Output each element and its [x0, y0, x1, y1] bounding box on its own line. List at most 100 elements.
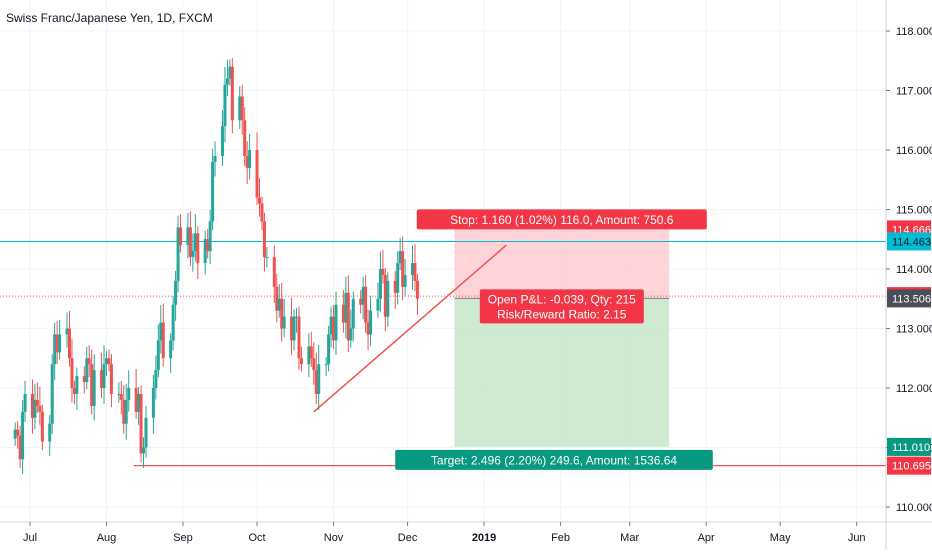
price-label[interactable]: 114.463	[887, 232, 931, 251]
candle	[248, 133, 252, 180]
candle	[260, 196, 264, 231]
candle-body	[33, 399, 37, 418]
candle	[171, 296, 175, 351]
candle-body	[100, 370, 104, 388]
candle-body	[82, 376, 86, 383]
candle	[403, 258, 407, 296]
candle-body	[265, 257, 269, 259]
target-label[interactable]: Target: 2.496 (2.20%) 249.6, Amount: 153…	[395, 449, 713, 470]
stop-loss-zone[interactable]	[454, 229, 670, 299]
target-label-text: Target: 2.496 (2.20%) 249.6, Amount: 153…	[431, 453, 677, 467]
candle	[398, 238, 402, 271]
candle-body	[282, 316, 286, 329]
candle	[58, 319, 62, 360]
y-tick-label: 110.000	[896, 502, 932, 514]
candle-body	[211, 161, 215, 222]
candle-body	[228, 66, 232, 79]
candle	[38, 386, 42, 425]
stop-label[interactable]: Stop: 1.160 (1.02%) 116.0, Amount: 750.6	[416, 209, 707, 230]
candle	[33, 383, 37, 430]
risk-reward-text: Risk/Reward Ratio: 2.15	[497, 307, 627, 321]
candle	[327, 325, 331, 372]
candle-body	[142, 447, 146, 454]
candle-body	[21, 411, 25, 460]
candle	[109, 354, 113, 408]
candle	[364, 275, 368, 333]
price-label[interactable]: 113.506	[887, 289, 931, 308]
candle	[193, 214, 197, 262]
candle-body	[119, 393, 123, 400]
candle	[151, 374, 155, 434]
candle-body	[213, 155, 217, 162]
y-tick-label: 117.000	[896, 86, 932, 98]
candle-body	[40, 411, 44, 442]
trendline[interactable]	[313, 244, 507, 413]
candle	[191, 233, 195, 272]
candle	[161, 303, 165, 367]
candle	[21, 400, 25, 474]
candle	[156, 324, 160, 378]
candle-body	[260, 203, 264, 222]
price-label-text: 111.010	[892, 442, 930, 454]
candle	[309, 331, 313, 367]
candle	[40, 404, 44, 451]
candle	[213, 141, 217, 177]
candle-body	[317, 364, 321, 394]
candle	[349, 309, 353, 348]
candle	[383, 267, 387, 332]
candle	[159, 304, 163, 354]
price-label[interactable]: 110.695	[887, 456, 931, 475]
y-tick-label: 114.000	[896, 264, 932, 276]
candle-body	[50, 364, 54, 424]
candle-body	[30, 393, 34, 418]
candle-body	[393, 280, 397, 293]
candle	[341, 290, 345, 333]
candle	[55, 321, 59, 364]
candle	[295, 307, 299, 333]
x-tick-label: Nov	[324, 532, 344, 544]
candle-body	[309, 346, 313, 359]
candle	[314, 352, 318, 405]
candle	[188, 211, 192, 266]
candle	[206, 229, 210, 259]
candle	[245, 141, 249, 184]
candle-body	[105, 358, 108, 365]
candle	[359, 290, 363, 314]
candle-body	[243, 120, 247, 156]
candle-body	[411, 263, 414, 275]
candle	[92, 354, 96, 421]
x-tick-label: Mar	[620, 532, 639, 544]
candle-body	[230, 66, 234, 121]
candle	[240, 84, 244, 135]
candle	[139, 385, 143, 463]
candle	[67, 310, 71, 367]
candle	[50, 354, 54, 434]
candle	[272, 245, 276, 303]
price-label-text: 113.506	[892, 293, 931, 305]
price-label-bg	[887, 456, 931, 475]
candle	[82, 365, 86, 394]
trendline-layer[interactable]	[313, 244, 507, 413]
candle	[386, 272, 390, 327]
candle	[107, 349, 111, 372]
position-labels: Stop: 1.160 (1.02%) 116.0, Amount: 750.6…	[395, 209, 713, 470]
candle	[277, 284, 281, 318]
x-tick-label: Jul	[23, 532, 37, 544]
candle-body	[307, 346, 311, 365]
candle-body	[401, 251, 405, 287]
x-tick-label: Aug	[97, 532, 117, 544]
candle-body	[299, 358, 303, 365]
price-label[interactable]: 111.010	[887, 437, 931, 456]
candle	[396, 251, 400, 305]
candle	[186, 212, 190, 259]
x-tick-label: Jun	[848, 532, 866, 544]
price-label-text: 114.463	[892, 236, 931, 248]
candle	[378, 251, 382, 312]
candle-body	[23, 393, 27, 412]
candle-body	[203, 239, 207, 264]
candle-body	[102, 364, 106, 388]
candle	[376, 282, 380, 318]
